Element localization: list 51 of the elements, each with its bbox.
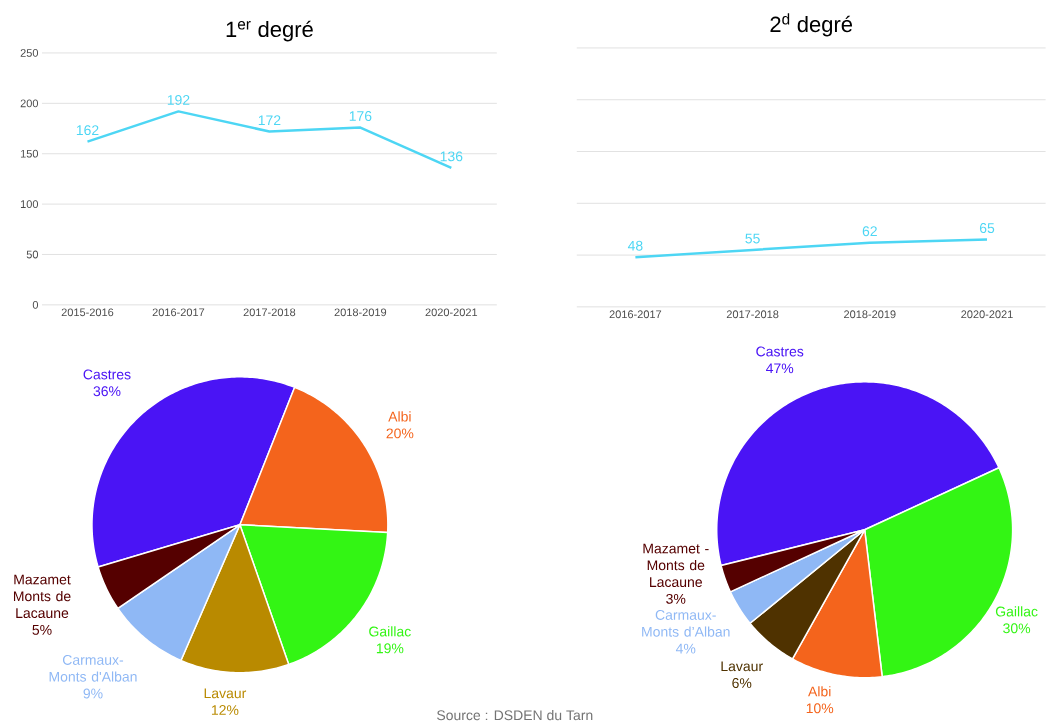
data-label: 19%: [376, 643, 404, 654]
slice-label: Carmaux-Monts d’Alban: [642, 610, 730, 637]
data-label: 192: [167, 95, 190, 106]
data-label: 136: [440, 151, 463, 162]
y-tick-label: 100: [20, 200, 39, 209]
data-label: 9%: [83, 688, 103, 699]
data-label: 10%: [806, 703, 834, 714]
y-tick-label: 250: [20, 49, 39, 57]
data-label: 36%: [93, 386, 121, 397]
x-tick-label: 2017-2018: [726, 310, 779, 319]
slice-label: Gaillac: [995, 606, 1038, 617]
slice-label: Carmaux-Monts d'Alban: [49, 655, 137, 682]
x-tick-label: 2018-2019: [334, 308, 387, 317]
data-label: 3%: [666, 594, 686, 604]
data-label: 5%: [32, 625, 52, 635]
x-tick-label: 2016-2017: [152, 308, 205, 317]
slice-label: Castres: [83, 369, 131, 380]
chart-title: 1$^{er}$ degré: [226, 20, 313, 42]
data-label: 4%: [675, 643, 696, 654]
data-label: 12%: [211, 705, 239, 716]
data-label: 30%: [1003, 623, 1031, 634]
data-label: 176: [349, 111, 372, 122]
x-tick-label: 2015-2016: [61, 308, 114, 317]
y-tick-label: 150: [20, 149, 39, 158]
slice-label: Castres: [756, 346, 804, 357]
x-tick-label: 2016-2017: [609, 310, 662, 319]
source-note: Source : DSDEN du Tarn: [437, 710, 593, 721]
data-label: 20%: [386, 428, 414, 439]
data-label: 6%: [732, 678, 752, 689]
x-tick-label: 2020-2021: [425, 308, 478, 317]
slice-label: Mazamet - Monts de Lacaune: [643, 543, 709, 588]
slice-label: Lavaur: [204, 688, 247, 699]
data-label: 162: [76, 125, 99, 136]
slice-label: Gaillac: [369, 626, 411, 637]
data-label: 62: [862, 226, 877, 237]
data-label: 47%: [766, 363, 794, 374]
x-tick-label: 2020-2021: [961, 310, 1013, 319]
data-label: 55: [745, 233, 760, 244]
slice-label: Lavaur: [721, 661, 763, 672]
data-label: 65: [979, 223, 995, 234]
chart-title: 2$^{d}$ degré: [770, 13, 853, 37]
y-tick-label: 200: [20, 99, 39, 108]
x-tick-label: 2018-2019: [844, 310, 896, 319]
y-tick-label: 50: [26, 250, 39, 259]
data-label: 172: [258, 115, 281, 126]
slice-label: Albi: [388, 411, 411, 422]
data-label: 48: [627, 240, 643, 251]
y-tick-label: 0: [32, 301, 39, 309]
x-tick-label: 2017-2018: [243, 308, 296, 317]
slice-label: Albi: [808, 686, 831, 697]
slice-label: Mazamet Monts de Lacaune: [13, 574, 71, 619]
